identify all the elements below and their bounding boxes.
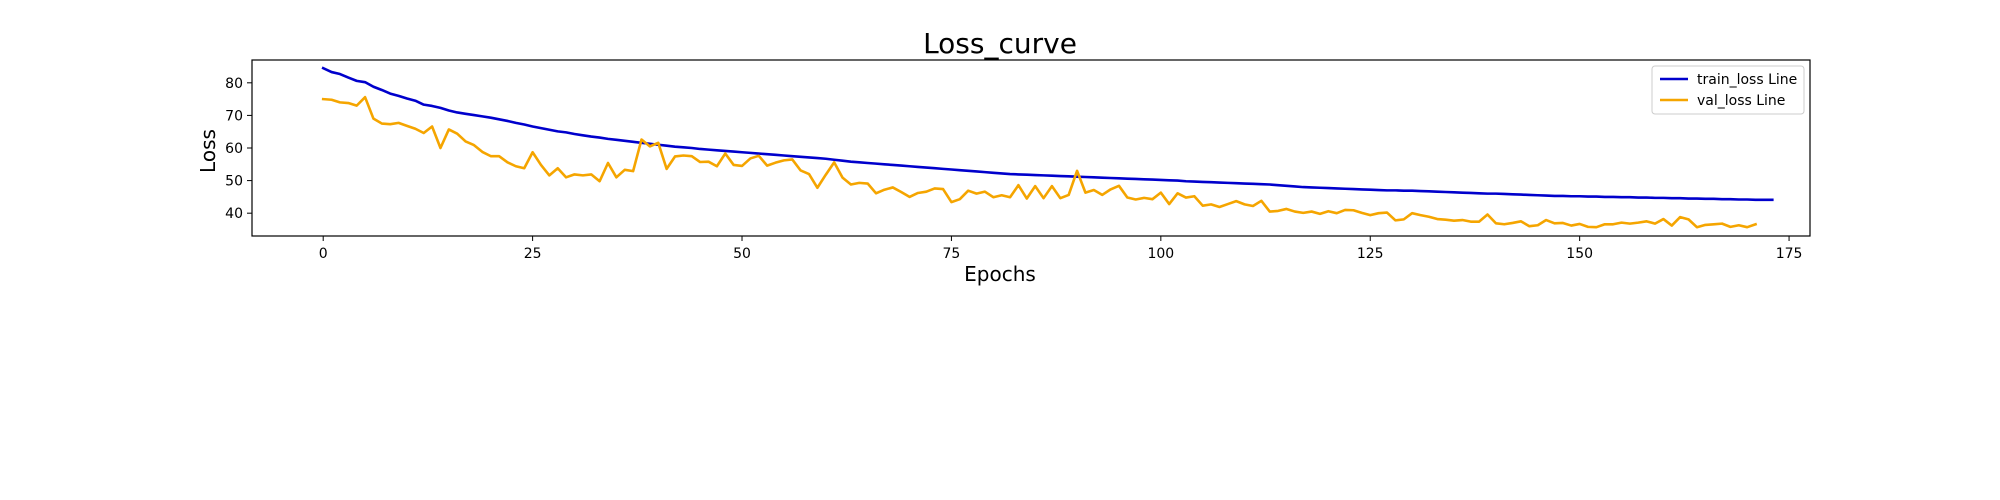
x-tick-label: 175 — [1776, 246, 1803, 262]
x-tick-label: 150 — [1566, 246, 1593, 262]
x-tick-label: 50 — [733, 246, 751, 262]
x-tick-label: 125 — [1357, 246, 1384, 262]
y-tick-label: 40 — [225, 206, 243, 222]
x-tick-label: 25 — [524, 246, 542, 262]
axes: 0 25 50 75 100 125 150 175 40 50 60 70 80 — [225, 59, 1811, 262]
series-line-val-loss — [321, 95, 1758, 229]
x-tick-label: 100 — [1147, 246, 1174, 262]
y-axis-label: Loss — [196, 129, 220, 173]
plot-area — [321, 66, 1774, 229]
legend-label-val-loss: val_loss Line — [1697, 93, 1785, 109]
y-tick-label: 50 — [225, 174, 243, 190]
legend: train_loss Line val_loss Line — [1651, 65, 1805, 115]
y-tick-label: 60 — [225, 141, 243, 157]
y-tick-label: 80 — [225, 76, 243, 92]
x-tick-label: 0 — [319, 246, 328, 262]
x-tick-label: 75 — [943, 246, 961, 262]
x-axis-label: Epochs — [964, 262, 1036, 286]
chart-title: Loss_curve — [923, 27, 1077, 60]
legend-box — [1651, 65, 1805, 115]
legend-label-train-loss: train_loss Line — [1697, 72, 1797, 88]
y-tick-label: 70 — [225, 108, 243, 124]
series-line-train-loss — [321, 66, 1774, 202]
